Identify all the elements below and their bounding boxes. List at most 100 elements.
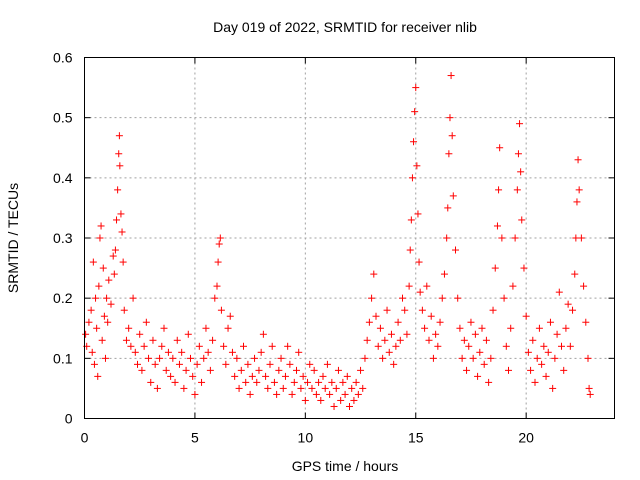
data-point: [560, 366, 568, 374]
data-point: [304, 378, 312, 386]
data-point: [270, 378, 278, 386]
data-point: [299, 372, 307, 380]
data-point: [332, 384, 340, 392]
data-point: [514, 150, 522, 158]
data-point: [445, 150, 453, 158]
data-point: [440, 270, 448, 278]
data-point: [496, 144, 504, 152]
data-point: [273, 390, 281, 398]
data-point: [399, 294, 406, 302]
data-point: [293, 366, 300, 374]
data-point: [357, 366, 365, 374]
data-point: [505, 366, 512, 374]
data-point: [134, 360, 141, 368]
data-point: [101, 354, 109, 362]
data-point: [319, 372, 327, 380]
data-point: [89, 258, 97, 266]
data-point: [330, 402, 338, 410]
data-point: [413, 162, 421, 170]
data-point: [341, 390, 349, 398]
data-point: [359, 384, 367, 392]
data-point: [383, 306, 391, 314]
data-point: [321, 384, 329, 392]
data-point: [487, 354, 495, 362]
data-point: [171, 378, 179, 386]
data-point: [446, 114, 454, 122]
data-point: [444, 204, 452, 212]
data-point: [257, 348, 265, 356]
data-point: [427, 312, 435, 320]
data-point: [326, 390, 334, 398]
data-point: [98, 336, 106, 344]
data-point: [209, 336, 217, 344]
data-point: [558, 342, 565, 350]
x-axis-label: GPS time / hours: [292, 458, 399, 474]
data-point: [463, 366, 471, 374]
data-point: [418, 306, 426, 314]
data-point: [443, 234, 451, 242]
data-point: [94, 372, 102, 380]
data-point: [297, 384, 305, 392]
y-tick-label: 0: [65, 411, 73, 427]
data-point: [217, 306, 225, 314]
data-point: [438, 294, 446, 302]
data-point: [396, 336, 404, 344]
data-point: [542, 372, 550, 380]
data-point: [220, 342, 228, 350]
data-point: [352, 378, 360, 386]
data-point: [328, 378, 336, 386]
data-point: [584, 354, 592, 362]
data-point: [449, 192, 457, 200]
data-point: [175, 360, 183, 368]
data-point: [158, 342, 166, 350]
data-point: [575, 186, 583, 194]
data-point: [538, 360, 546, 368]
data-point: [266, 360, 274, 368]
data-points: [82, 72, 594, 410]
data-point: [216, 234, 224, 242]
data-point: [474, 372, 482, 380]
data-point: [156, 354, 164, 362]
data-point: [248, 372, 256, 380]
data-point: [107, 300, 115, 308]
data-point: [312, 390, 320, 398]
data-point: [187, 354, 194, 362]
data-point: [429, 354, 437, 362]
data-point: [242, 378, 250, 386]
data-point: [585, 384, 593, 392]
data-point: [408, 174, 416, 182]
data-point: [365, 318, 373, 326]
data-point: [493, 222, 501, 230]
x-tick-label: 10: [298, 430, 314, 446]
data-point: [288, 390, 296, 398]
data-point: [540, 342, 548, 350]
data-point: [522, 312, 530, 320]
data-point: [544, 348, 552, 356]
data-point: [573, 198, 581, 206]
data-point: [125, 324, 133, 332]
data-point: [379, 354, 387, 362]
data-point: [350, 396, 358, 404]
data-point: [204, 348, 212, 356]
data-point: [253, 378, 261, 386]
data-point: [295, 348, 303, 356]
data-point: [495, 186, 503, 194]
data-point: [586, 390, 594, 398]
y-axis-label: SRMTID / TECUs: [5, 183, 21, 293]
data-point: [211, 294, 219, 302]
data-point: [88, 348, 96, 356]
data-point: [198, 378, 206, 386]
y-tick-label: 0.3: [53, 230, 73, 246]
y-tick-label: 0.6: [53, 50, 73, 66]
data-point: [385, 348, 393, 356]
data-point: [120, 306, 128, 314]
data-point: [115, 132, 123, 140]
data-point: [343, 372, 351, 380]
data-point: [549, 384, 557, 392]
data-point: [571, 270, 579, 278]
data-point: [160, 324, 168, 332]
data-point: [524, 348, 532, 356]
data-point: [162, 366, 170, 374]
data-point: [476, 348, 484, 356]
data-point: [574, 156, 582, 164]
